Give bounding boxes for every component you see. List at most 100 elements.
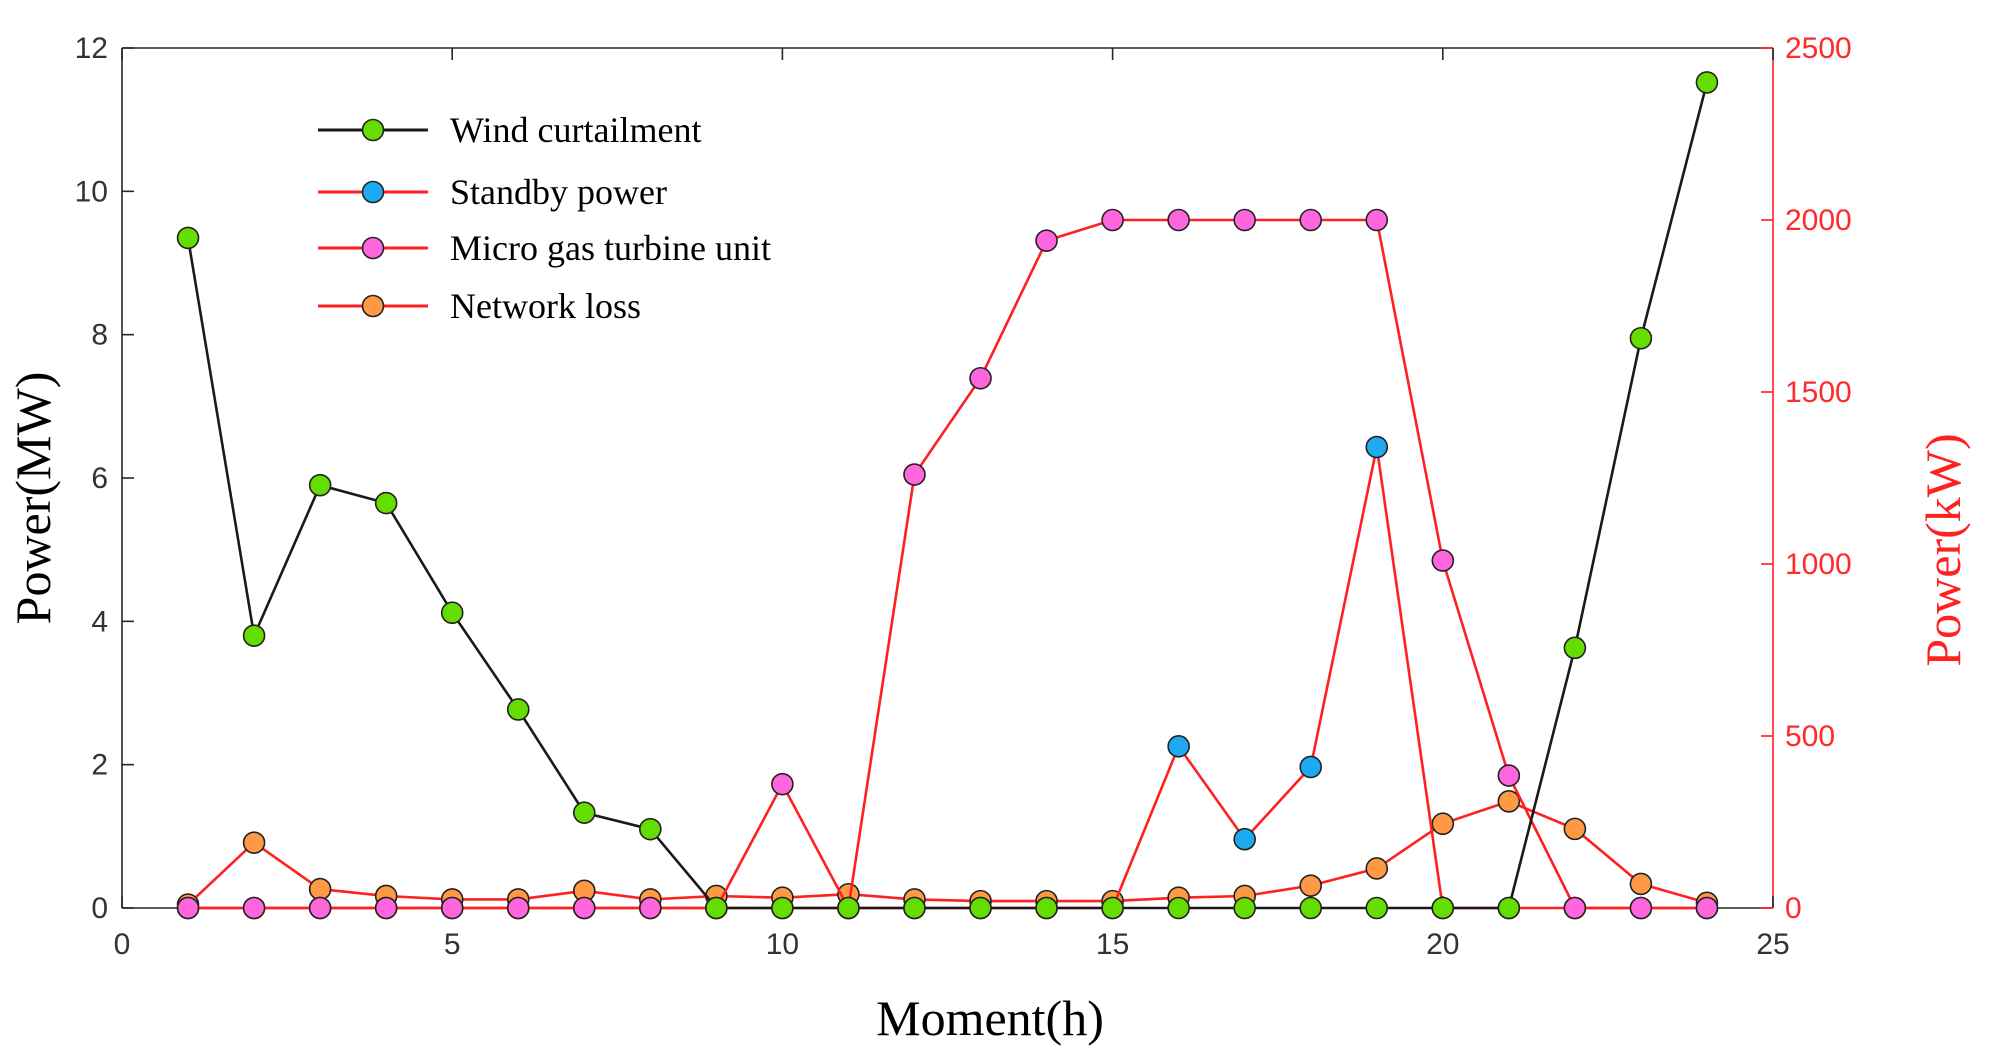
y-tick-label-right: 2000: [1785, 204, 1852, 237]
series-line-wind-curtailment: [186, 82, 1709, 910]
legend-item-network-loss: Network loss: [318, 286, 641, 326]
y-tick-label-right: 0: [1785, 892, 1802, 925]
y-tick-label-left: 6: [91, 462, 108, 495]
series-micro-gas-turbine-unit: [176, 208, 1719, 920]
x-tick-label: 5: [444, 928, 461, 961]
series-network-loss: [176, 790, 1719, 916]
legend-item-micro-gas-turbine-unit: Micro gas turbine unit: [318, 228, 771, 268]
data-point-network-loss: [1629, 872, 1653, 896]
data-point-wind-curtailment: [903, 896, 926, 920]
legend-marker: [361, 118, 385, 142]
data-point-wind-curtailment: [1497, 896, 1521, 920]
data-point-micro-gas-turbine-unit: [1365, 208, 1389, 232]
data-point-micro-gas-turbine-unit: [506, 896, 530, 920]
data-point-standby-power: [1299, 755, 1323, 779]
y-tick-label-right: 1500: [1785, 376, 1852, 409]
data-point-micro-gas-turbine-unit: [639, 896, 662, 920]
data-point-wind-curtailment: [1299, 896, 1323, 920]
data-point-wind-curtailment: [506, 698, 530, 721]
data-point-network-loss: [1431, 812, 1455, 836]
data-point-wind-curtailment: [308, 473, 332, 497]
x-axis-label: Moment(h): [876, 990, 1104, 1046]
data-point-micro-gas-turbine-unit: [771, 772, 794, 796]
legend-item-wind-curtailment: Wind curtailment: [318, 110, 701, 150]
legend: Wind curtailment Standby power Micro gas t…: [318, 110, 771, 326]
data-point-standby-power: [1365, 435, 1389, 459]
data-point-micro-gas-turbine-unit: [1497, 764, 1521, 787]
legend-label: Standby power: [450, 172, 667, 212]
x-tick-label: 10: [766, 928, 799, 961]
data-point-standby-power: [1167, 735, 1190, 758]
data-point-micro-gas-turbine-unit: [308, 896, 332, 920]
data-point-wind-curtailment: [1365, 896, 1389, 920]
data-point-wind-curtailment: [1035, 896, 1058, 920]
data-point-network-loss: [1497, 790, 1521, 813]
legend-label: Wind curtailment: [450, 110, 701, 150]
y-tick-label-right: 1000: [1785, 548, 1852, 581]
data-point-wind-curtailment: [1629, 326, 1653, 350]
y-axis-left-label: Power(MW): [5, 372, 61, 625]
data-point-network-loss: [242, 831, 266, 854]
data-point-wind-curtailment: [639, 817, 662, 841]
data-point-wind-curtailment: [1101, 896, 1124, 920]
series-standby-power: [176, 435, 1719, 920]
data-point-micro-gas-turbine-unit: [969, 366, 992, 390]
data-point-micro-gas-turbine-unit: [1299, 208, 1323, 232]
y-tick-label-left: 2: [91, 749, 108, 782]
data-point-micro-gas-turbine-unit: [242, 896, 266, 920]
data-point-network-loss: [308, 877, 332, 901]
data-point-wind-curtailment: [1431, 896, 1455, 920]
data-point-micro-gas-turbine-unit: [1035, 229, 1058, 252]
data-point-network-loss: [1365, 857, 1389, 880]
data-point-wind-curtailment: [440, 601, 464, 625]
legend-item-standby-power: Standby power: [318, 172, 667, 212]
data-point-micro-gas-turbine-unit: [1695, 896, 1719, 920]
y-tick-label-left: 0: [91, 892, 108, 925]
legend-marker: [361, 180, 385, 204]
data-point-wind-curtailment: [572, 801, 596, 824]
legend-marker: [361, 236, 385, 260]
data-point-micro-gas-turbine-unit: [903, 463, 926, 486]
data-point-micro-gas-turbine-unit: [1233, 208, 1256, 232]
data-point-micro-gas-turbine-unit: [572, 896, 596, 920]
data-point-wind-curtailment: [969, 896, 992, 920]
data-point-micro-gas-turbine-unit: [176, 896, 200, 920]
data-point-micro-gas-turbine-unit: [374, 896, 398, 920]
y-axis-right-label: Power(kW): [1915, 433, 1971, 666]
data-point-network-loss: [1563, 817, 1587, 841]
data-point-network-loss: [1299, 874, 1323, 897]
data-point-standby-power: [1233, 827, 1256, 851]
data-point-micro-gas-turbine-unit: [1563, 896, 1587, 920]
legend-label: Network loss: [450, 286, 641, 326]
legend-label: Micro gas turbine unit: [450, 228, 771, 268]
series-layer: [176, 71, 1719, 920]
x-tick-label: 15: [1096, 928, 1129, 961]
data-point-wind-curtailment: [1695, 71, 1719, 94]
y-tick-label-right: 2500: [1785, 32, 1852, 65]
x-tick-label: 0: [114, 928, 131, 961]
data-point-micro-gas-turbine-unit: [1101, 208, 1124, 232]
y-tick-label-right: 500: [1785, 720, 1835, 753]
x-tick-label: 20: [1426, 928, 1459, 961]
x-tick-label: 25: [1756, 928, 1789, 961]
data-point-wind-curtailment: [176, 226, 200, 250]
data-point-wind-curtailment: [837, 896, 860, 920]
data-point-wind-curtailment: [1233, 896, 1256, 920]
y-tick-label-left: 4: [91, 605, 108, 638]
data-point-wind-curtailment: [1167, 896, 1190, 920]
series-line-network-loss: [187, 800, 1708, 906]
data-point-wind-curtailment: [771, 896, 794, 920]
data-point-wind-curtailment: [1563, 636, 1587, 660]
data-point-micro-gas-turbine-unit: [1431, 549, 1455, 572]
data-point-micro-gas-turbine-unit: [440, 896, 464, 920]
data-point-wind-curtailment: [705, 896, 728, 920]
series-line-micro-gas-turbine-unit: [188, 218, 1707, 913]
data-point-micro-gas-turbine-unit: [1629, 896, 1653, 920]
legend-marker: [361, 294, 385, 318]
data-point-micro-gas-turbine-unit: [1167, 208, 1190, 232]
y-tick-label-left: 8: [91, 319, 108, 352]
y-tick-label-left: 12: [75, 32, 108, 65]
data-point-wind-curtailment: [374, 491, 398, 515]
